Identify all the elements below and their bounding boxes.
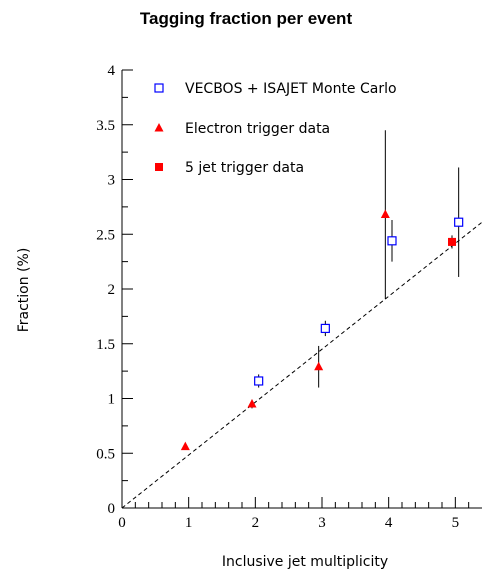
- y-tick-label: 0: [108, 501, 116, 517]
- x-tick-label: 4: [385, 515, 393, 531]
- triangle-marker: [380, 209, 390, 219]
- legend-label: VECBOS + ISAJET Monte Carlo: [185, 81, 397, 97]
- legend-entry: 5 jet trigger data: [155, 160, 304, 176]
- y-tick-label: 3: [108, 173, 116, 189]
- y-tick-label: 0.5: [96, 446, 115, 462]
- triangle-marker: [180, 441, 190, 451]
- triangle-marker: [314, 361, 324, 371]
- open-square-marker: [254, 376, 264, 386]
- legend-entry: VECBOS + ISAJET Monte Carlo: [154, 81, 397, 97]
- x-tick-label: 3: [318, 515, 326, 531]
- open-square-marker: [387, 236, 397, 246]
- filled-square-marker: [448, 237, 456, 246]
- y-tick-label: 1.5: [96, 337, 115, 353]
- filled-square-marker: [155, 163, 163, 171]
- x-tick-label: 2: [252, 515, 260, 531]
- triangle-marker: [154, 123, 164, 132]
- open-square-marker: [154, 83, 164, 93]
- x-axis-label: Inclusive jet multiplicity: [222, 554, 388, 570]
- y-tick-label: 2.5: [96, 227, 115, 243]
- open-square-marker: [320, 323, 330, 334]
- fit-line: [121, 221, 482, 509]
- chart-title: Tagging fraction per event: [140, 9, 353, 28]
- legend-label: Electron trigger data: [185, 121, 330, 137]
- y-tick-label: 3.5: [96, 118, 115, 134]
- error-bars: [184, 130, 460, 448]
- x-tick-label: 0: [118, 515, 126, 531]
- x-tick-label: 5: [452, 515, 460, 531]
- legend-label: 5 jet trigger data: [185, 160, 304, 176]
- y-tick-label: 1: [108, 392, 116, 408]
- y-axis-label: Fraction (%): [16, 248, 32, 333]
- y-tick-label: 2: [108, 282, 116, 298]
- open-square-marker: [454, 217, 464, 227]
- triangle-marker: [247, 398, 257, 408]
- x-tick-label: 1: [185, 515, 193, 531]
- data-points: [180, 209, 464, 451]
- legend: VECBOS + ISAJET Monte Carlo Electron trig…: [154, 81, 397, 176]
- axis-ticks: 0 0.5 1 1.5 2 2.5 3 3.5 4 0 1 2 3 4 5: [96, 63, 470, 531]
- legend-entry: Electron trigger data: [154, 121, 330, 137]
- y-tick-label: 4: [108, 63, 116, 79]
- fit-line-layer: [121, 221, 482, 509]
